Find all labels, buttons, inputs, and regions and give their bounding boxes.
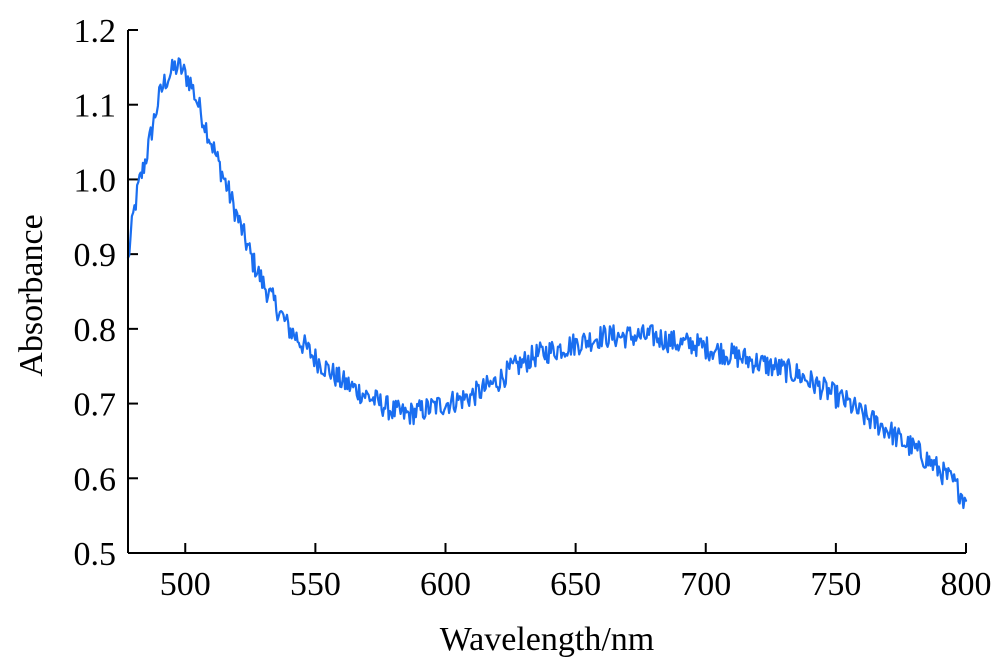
y-tick-label: 1.0 <box>74 162 117 199</box>
x-tick-label: 750 <box>810 566 861 603</box>
series-group <box>126 57 968 510</box>
y-tick-label: 0.6 <box>74 461 117 498</box>
x-tick-label: 700 <box>680 566 731 603</box>
x-tick-label: 550 <box>290 566 341 603</box>
x-axis-ticks: 500 550 600 650 700 750 800 <box>160 543 992 603</box>
y-tick-label: 1.1 <box>74 88 117 125</box>
absorbance-series-line <box>126 57 968 510</box>
y-tick-label: 0.5 <box>74 536 117 573</box>
y-tick-label: 0.7 <box>74 387 117 424</box>
y-axis-ticks: 0.5 0.6 0.7 0.8 0.9 1.0 1.1 1.2 <box>74 13 138 573</box>
y-tick-label: 0.9 <box>74 237 117 274</box>
x-tick-label: 800 <box>941 566 992 603</box>
x-axis-title: Wavelength/nm <box>440 621 654 658</box>
x-tick-label: 650 <box>550 566 601 603</box>
y-axis-title: Absorbance <box>13 214 50 376</box>
x-tick-label: 600 <box>420 566 471 603</box>
y-tick-label: 0.8 <box>74 312 117 349</box>
x-tick-label: 500 <box>160 566 211 603</box>
y-tick-label: 1.2 <box>74 13 117 50</box>
